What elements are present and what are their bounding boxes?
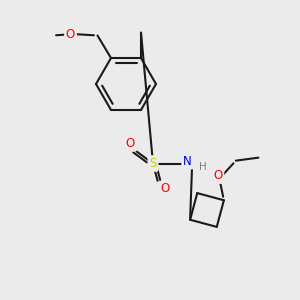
Text: O: O xyxy=(213,169,223,182)
Text: S: S xyxy=(149,157,157,170)
Text: O: O xyxy=(66,28,75,40)
Text: O: O xyxy=(160,182,169,196)
Text: O: O xyxy=(126,137,135,150)
Text: N: N xyxy=(183,154,192,168)
Text: H: H xyxy=(199,162,206,172)
